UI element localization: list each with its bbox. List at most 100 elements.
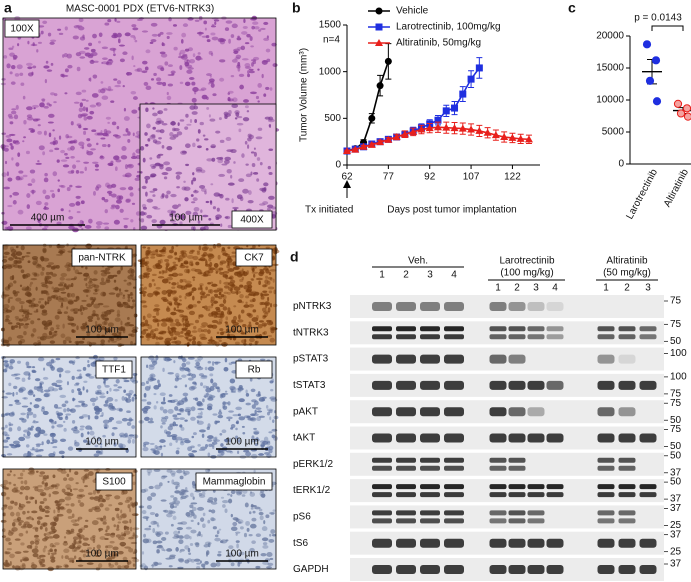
cell	[117, 270, 121, 274]
cell	[74, 556, 76, 559]
cell	[272, 435, 276, 439]
cell	[101, 314, 106, 317]
cell	[189, 504, 193, 508]
x-tick-label: Larotrectinib	[624, 167, 660, 221]
cell	[49, 133, 52, 138]
cell	[186, 266, 189, 268]
cell	[191, 386, 197, 390]
row-label: pERK1/2	[293, 459, 333, 470]
cell	[21, 245, 25, 250]
cell	[144, 417, 150, 421]
cell	[129, 306, 134, 308]
cell	[152, 361, 157, 365]
cell	[32, 272, 37, 275]
cell	[105, 494, 112, 496]
cell	[202, 492, 206, 496]
cell	[13, 140, 17, 144]
band	[598, 484, 615, 489]
band	[547, 434, 564, 443]
cell	[122, 418, 128, 422]
cell	[85, 425, 92, 429]
cell	[169, 442, 172, 446]
cell	[164, 61, 168, 65]
cell	[42, 267, 45, 271]
cell	[153, 139, 158, 143]
cell	[110, 207, 114, 210]
cell	[76, 325, 78, 330]
band	[528, 381, 545, 390]
cell	[49, 322, 52, 326]
cell	[61, 334, 66, 339]
cell	[140, 171, 142, 173]
cell	[24, 486, 30, 490]
cell	[171, 282, 176, 285]
cell	[75, 519, 78, 521]
band	[640, 539, 657, 548]
cell	[42, 189, 46, 194]
cell	[172, 204, 179, 209]
mw-marker: 100	[670, 348, 687, 359]
cell	[217, 530, 220, 534]
cell	[250, 417, 256, 420]
cell	[239, 385, 243, 389]
cell	[249, 511, 251, 514]
cell	[115, 166, 118, 171]
cell	[173, 418, 179, 420]
cell	[43, 65, 49, 68]
cell	[190, 446, 194, 449]
cell	[119, 288, 121, 292]
cell	[99, 503, 103, 507]
cell	[106, 117, 111, 120]
cell	[266, 59, 270, 62]
significance-bracket	[652, 26, 683, 31]
band	[490, 434, 507, 443]
cell	[155, 162, 160, 166]
cell	[266, 320, 271, 322]
cell	[49, 419, 53, 423]
cell	[150, 493, 156, 497]
cell	[92, 402, 95, 406]
cell	[118, 521, 121, 523]
point	[476, 64, 483, 71]
band	[490, 539, 507, 548]
band	[598, 334, 615, 339]
cell	[211, 284, 217, 287]
cell	[1, 454, 6, 457]
cell	[80, 426, 85, 428]
cell	[251, 518, 256, 522]
lane-number: 2	[403, 270, 409, 281]
cell	[168, 372, 174, 374]
cell	[19, 301, 25, 304]
cell	[149, 157, 152, 159]
cell	[42, 151, 45, 155]
cell	[228, 39, 231, 44]
cell	[1, 78, 5, 80]
cell	[147, 313, 152, 318]
cell	[184, 269, 191, 274]
cell	[11, 65, 16, 69]
cell	[262, 561, 269, 565]
cell	[173, 24, 177, 27]
cell	[94, 297, 96, 301]
cell	[10, 71, 13, 74]
cell	[212, 441, 218, 444]
cell	[170, 121, 176, 125]
cell	[50, 40, 56, 42]
cell	[15, 162, 19, 166]
cell	[22, 563, 26, 566]
band	[509, 302, 526, 311]
cell	[120, 321, 122, 326]
band	[509, 492, 526, 497]
cell	[48, 552, 51, 555]
cell	[6, 265, 12, 269]
cell	[152, 127, 156, 130]
cell	[68, 141, 71, 143]
cell	[198, 531, 201, 536]
cell	[75, 201, 80, 206]
cell	[81, 433, 84, 438]
cell	[265, 514, 269, 518]
cell	[150, 443, 155, 445]
cell	[66, 306, 68, 309]
cell	[61, 159, 68, 162]
cell	[150, 173, 156, 177]
